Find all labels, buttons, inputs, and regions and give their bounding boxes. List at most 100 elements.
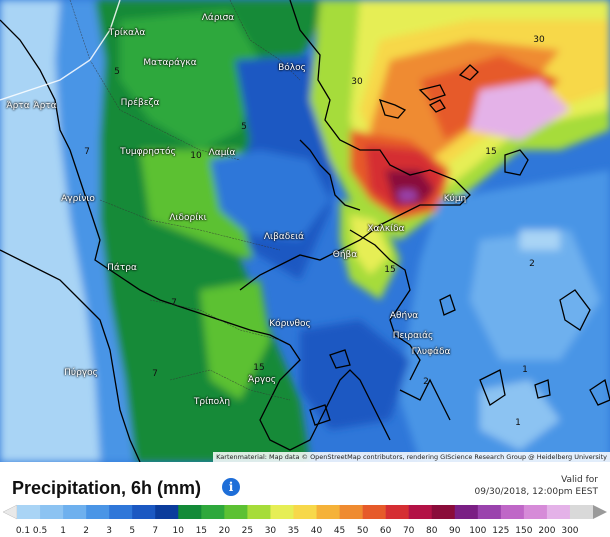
colorbar-right-arrow <box>593 505 607 519</box>
contour-label: 10 <box>190 151 202 161</box>
colorbar-tick-label: 100 <box>469 526 486 536</box>
legend-colorbar: 0.1 0.5 1 2 3 5 7 10 15 20 25 30 35 40 45 50 60 70 80 90 100… <box>2 504 607 536</box>
colorbar-swatch <box>385 505 409 519</box>
contour-label: 7 <box>171 298 177 308</box>
colorbar-tick-label: 45 <box>334 526 345 536</box>
map-attribution: Kartenmaterial: Map data © OpenStreetMap… <box>213 452 610 462</box>
colorbar-tick-label: 70 <box>403 526 415 536</box>
contour-label: 15 <box>384 265 396 275</box>
city-label: Βόλος <box>278 63 306 73</box>
colorbar-tick-label: 40 <box>311 526 323 536</box>
colorbar-tick-label: 15 <box>196 526 207 536</box>
precip-layers <box>0 0 610 462</box>
colorbar-swatch <box>178 505 202 519</box>
colorbar-swatch <box>293 505 317 519</box>
colorbar-tick-label: 25 <box>242 526 253 536</box>
admin-borders <box>69 0 301 401</box>
valid-time: 09/30/2018, 12:00pm EEST <box>474 487 598 497</box>
colorbar-swatch <box>569 505 594 519</box>
contour-label: 2 <box>423 377 429 387</box>
valid-for-label: Valid for <box>561 475 598 485</box>
colorbar-tick-label: 5 <box>129 526 135 536</box>
colorbar-tick-label: 0.1 <box>16 526 30 536</box>
contour-label: 15 <box>253 363 265 373</box>
colorbar-swatch <box>201 505 225 519</box>
city-label: Γλυφάδα <box>411 347 451 357</box>
colorbar-swatch <box>454 505 479 519</box>
colorbar-swatch <box>523 505 548 519</box>
city-label: Αθήνα <box>389 311 419 321</box>
city-label: Άργος <box>247 375 277 385</box>
colorbar-tick-label: 80 <box>426 526 438 536</box>
city-label: Θήβα <box>332 250 358 260</box>
colorbar-tick-label: 20 <box>219 526 231 536</box>
colorbar-swatch <box>316 505 340 519</box>
colorbar-left-arrow <box>2 504 18 520</box>
contour-label: 2 <box>529 259 535 269</box>
contour-label: 7 <box>152 369 158 379</box>
colorbar-tick-label: 50 <box>357 526 369 536</box>
colorbar-swatch <box>17 505 41 519</box>
country-border <box>0 0 121 101</box>
colorbar-swatch <box>63 505 87 519</box>
city-label: Άρτα <box>33 101 57 111</box>
colorbar-tick-label: 200 <box>538 526 555 536</box>
colorbar-tick-label: 125 <box>492 526 509 536</box>
colorbar-swatch <box>339 505 363 519</box>
colorbar-swatch <box>270 505 294 519</box>
contour-label: 1 <box>515 418 521 428</box>
city-label: Πύργος <box>64 368 98 378</box>
colorbar-swatch <box>224 505 248 519</box>
colorbar-tick-label: 2 <box>83 526 89 536</box>
city-label: Αγρίνιο <box>61 194 95 204</box>
colorbar-swatch <box>109 505 133 519</box>
colorbar-swatch <box>408 505 433 519</box>
colorbar-tick-label: 60 <box>380 526 392 536</box>
city-label: Πειραιάς <box>392 331 434 341</box>
city-label: Τρίκαλα <box>108 28 146 38</box>
colorbar-tick-label: 150 <box>515 526 532 536</box>
colorbar-swatch <box>40 505 64 519</box>
colorbar-swatch <box>155 505 179 519</box>
city-label: Λιβαδειά <box>263 232 305 242</box>
colorbar-tick-label: 7 <box>152 526 158 536</box>
city-label: Ματαράγκα <box>143 58 197 68</box>
colorbar-tick-label: 0.5 <box>33 526 47 536</box>
city-label: Λιδορίκι <box>169 213 207 223</box>
contour-label: 1 <box>522 365 528 375</box>
colorbar-swatch <box>477 505 502 519</box>
colorbar-swatch <box>132 505 156 519</box>
precipitation-map[interactable] <box>0 0 610 462</box>
city-label: Κύμη <box>443 194 467 204</box>
contour-label: 5 <box>114 67 120 77</box>
colorbar-tick-label: 35 <box>288 526 299 536</box>
colorbar-swatch <box>500 505 525 519</box>
city-label: Λάρισα <box>201 13 235 23</box>
colorbar-swatch <box>247 505 271 519</box>
contour-label: 7 <box>84 147 90 157</box>
legend-title: Precipitation, 6h (mm) <box>12 478 202 498</box>
colorbar-tick-label: 3 <box>106 526 112 536</box>
colorbar-tick-label: 1 <box>60 526 66 536</box>
colorbar-tick-label: 30 <box>265 526 277 536</box>
contour-label: 5 <box>241 122 247 132</box>
colorbar-swatch <box>431 505 456 519</box>
colorbar-tick-label: 10 <box>173 526 185 536</box>
contour-label: 30 <box>351 77 363 87</box>
city-label: Πάτρα <box>107 263 137 273</box>
city-label: Τρίπολη <box>193 397 231 407</box>
city-label: Πρέβεζα <box>120 98 160 108</box>
info-icon[interactable]: i <box>222 478 240 496</box>
colorbar-tick-label: 300 <box>561 526 578 536</box>
city-label: Κόρινθος <box>269 319 311 329</box>
colorbar-swatch <box>546 505 571 519</box>
city-label: Τυμφρηστός <box>120 147 176 157</box>
city-label: Άρτα <box>6 101 30 111</box>
city-label: Λαμία <box>208 148 236 158</box>
city-label: Χαλκίδα <box>367 224 405 234</box>
contour-label: 15 <box>485 147 497 157</box>
contour-label: 30 <box>533 35 545 45</box>
colorbar-tick-label: 90 <box>449 526 461 536</box>
colorbar-swatch <box>362 505 386 519</box>
colorbar-swatch <box>86 505 110 519</box>
